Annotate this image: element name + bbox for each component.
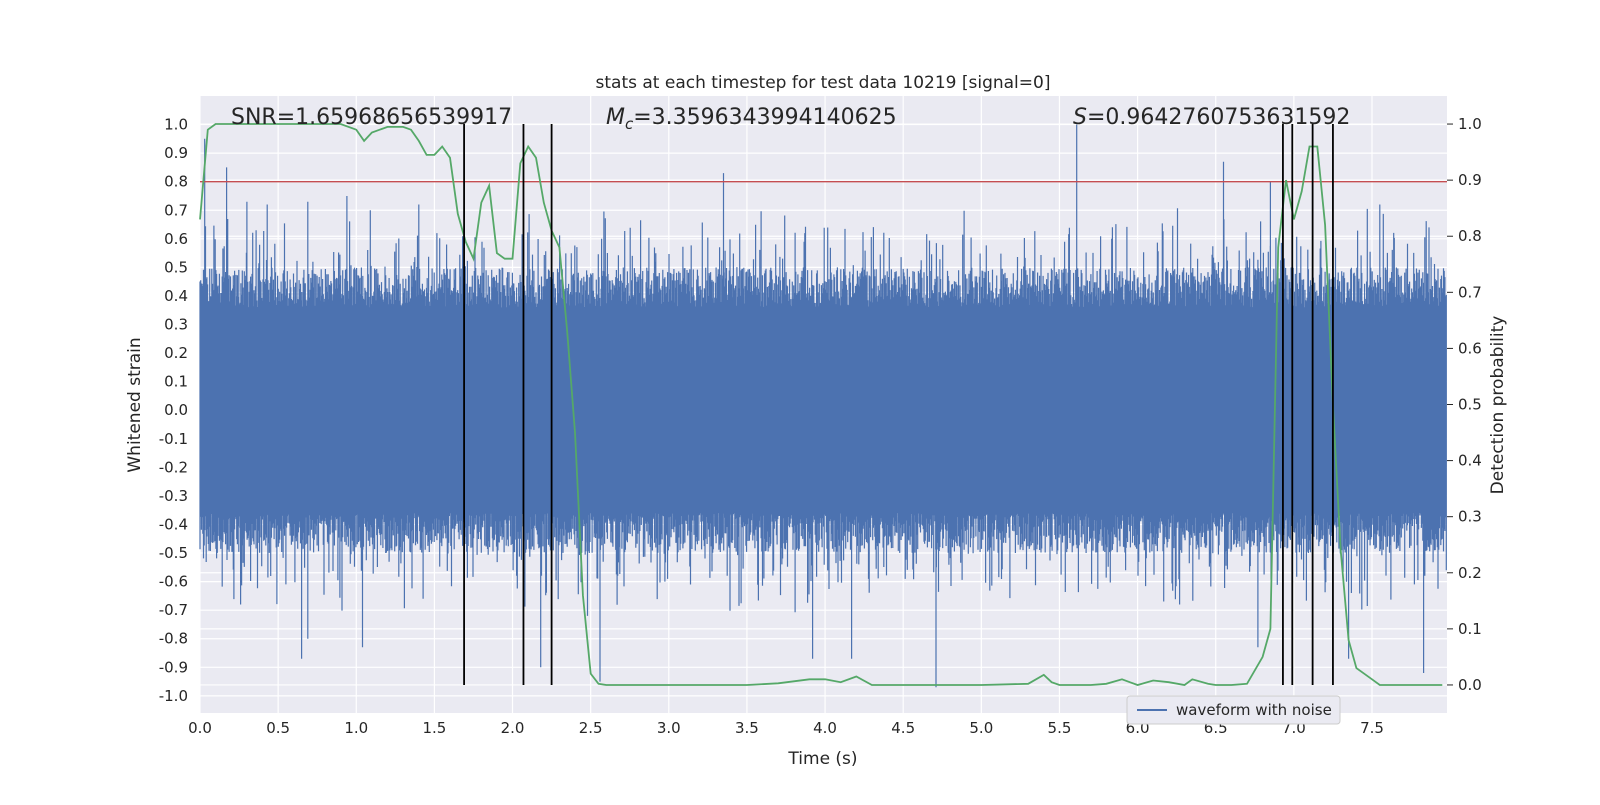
legend: waveform with noise bbox=[1126, 695, 1341, 725]
left-y-tick-label: -0.9 bbox=[159, 658, 188, 676]
left-y-tick-label: 0.6 bbox=[164, 230, 188, 248]
left-y-tick-label: 0.0 bbox=[164, 401, 188, 419]
right-y-tick-label: 0.3 bbox=[1458, 508, 1482, 526]
right-y-tick-label: 0.8 bbox=[1458, 227, 1482, 245]
right-y-tick-label: 0.6 bbox=[1458, 339, 1482, 357]
chirp-mass-annotation: Mc=3.3596343994140625 bbox=[606, 105, 897, 133]
detection-probability-series bbox=[199, 123, 1443, 686]
s-value: =0.9642760753631592 bbox=[1087, 105, 1350, 130]
right-y-tick-label: 0.5 bbox=[1458, 396, 1482, 414]
left-y-tick-label: 0.3 bbox=[164, 316, 188, 334]
right-y-tick-label: 0.0 bbox=[1458, 676, 1482, 694]
x-tick-label: 2.0 bbox=[501, 719, 525, 737]
left-y-tick-label: -0.7 bbox=[159, 601, 188, 619]
x-tick-label: 4.5 bbox=[891, 719, 915, 737]
x-tick-label: 3.0 bbox=[657, 719, 681, 737]
right-y-tick-label: 0.1 bbox=[1458, 620, 1482, 638]
left-y-tick-label: -0.8 bbox=[159, 630, 188, 648]
left-y-axis-label: Whitened strain bbox=[125, 337, 145, 472]
x-tick-label: 1.5 bbox=[422, 719, 446, 737]
left-y-tick-label: -0.3 bbox=[159, 487, 188, 505]
left-y-tick-label: -1.0 bbox=[159, 687, 188, 705]
legend-label: waveform with noise bbox=[1176, 701, 1332, 719]
left-y-tick-label: 0.5 bbox=[164, 258, 188, 276]
chirp-mass-value: =3.3596343994140625 bbox=[633, 105, 896, 130]
left-y-tick-label: 0.4 bbox=[164, 287, 188, 305]
x-tick-label: 0.5 bbox=[266, 719, 290, 737]
vertical-markers bbox=[463, 124, 1334, 685]
chirp-mass-subscript: c bbox=[625, 115, 634, 133]
waveform-with-noise-line bbox=[199, 124, 1447, 688]
right-y-tick-label: 0.7 bbox=[1458, 283, 1482, 301]
waveform-noise-series bbox=[199, 124, 1447, 688]
x-tick-label: 5.0 bbox=[969, 719, 993, 737]
chirp-mass-symbol: M bbox=[606, 105, 625, 130]
left-y-tick-label: -0.4 bbox=[159, 515, 188, 533]
x-tick-label: 2.5 bbox=[579, 719, 603, 737]
right-y-tick-label: 0.2 bbox=[1458, 564, 1482, 582]
left-y-tick-label: 0.2 bbox=[164, 344, 188, 362]
left-y-tick-label: 1.0 bbox=[164, 116, 188, 134]
right-y-axis-label: Detection probability bbox=[1488, 316, 1508, 495]
s-symbol: S bbox=[1073, 105, 1087, 130]
right-y-tick-label: 0.4 bbox=[1458, 452, 1482, 470]
left-y-tick-label: 0.8 bbox=[164, 173, 188, 191]
x-tick-label: 0.0 bbox=[188, 719, 212, 737]
right-y-axis-ticks: 1.0 0.9 0.8 0.7 0.6 0.5 0.4 0.3 0.2 0.1 0.0 bbox=[1447, 115, 1482, 694]
right-y-tick-label: 1.0 bbox=[1458, 115, 1482, 133]
left-y-tick-label: 0.9 bbox=[164, 144, 188, 162]
left-y-tick-label: -0.6 bbox=[159, 573, 188, 591]
x-tick-label: 7.5 bbox=[1360, 719, 1384, 737]
legend-box bbox=[1126, 695, 1341, 725]
right-y-tick-label: 0.9 bbox=[1458, 171, 1482, 189]
detection-probability-line bbox=[199, 123, 1443, 686]
left-y-tick-label: 0.7 bbox=[164, 201, 188, 219]
chart-title: stats at each timestep for test data 102… bbox=[596, 73, 1051, 93]
left-y-tick-label: -0.5 bbox=[159, 544, 188, 562]
x-tick-label: 3.5 bbox=[735, 719, 759, 737]
left-y-tick-label: 0.1 bbox=[164, 373, 188, 391]
snr-annotation: SNR=1.65968656539917 bbox=[231, 105, 512, 130]
x-tick-label: 4.0 bbox=[813, 719, 837, 737]
left-y-axis-ticks: 1.0 0.9 0.8 0.7 0.6 0.5 0.4 0.3 0.2 0.1 0.0 -0.1 -0.… bbox=[159, 116, 188, 705]
x-tick-label: 5.5 bbox=[1048, 719, 1072, 737]
left-y-tick-label: -0.2 bbox=[159, 458, 188, 476]
x-axis-label: Time (s) bbox=[787, 749, 857, 769]
s-annotation: S=0.9642760753631592 bbox=[1073, 105, 1350, 130]
left-y-tick-label: -0.1 bbox=[159, 430, 188, 448]
x-tick-label: 1.0 bbox=[344, 719, 368, 737]
